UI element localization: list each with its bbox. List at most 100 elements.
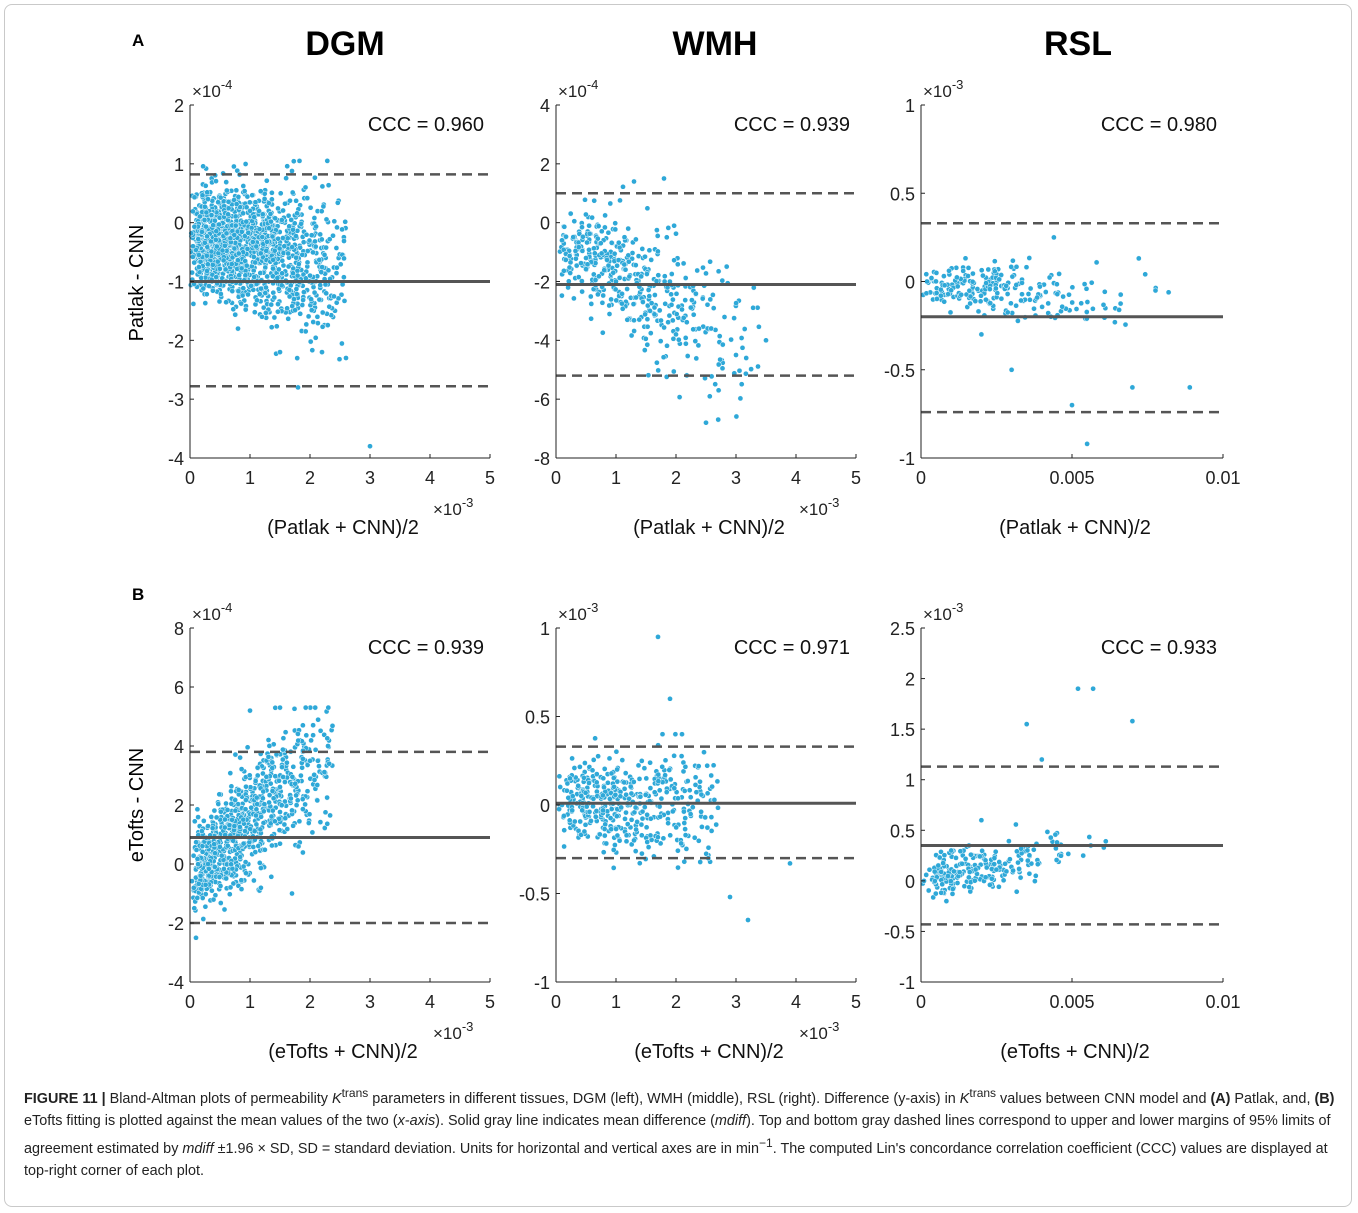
scatter-point (252, 778, 259, 784)
scatter-point (630, 301, 637, 307)
scatter-point (285, 315, 292, 322)
scatter-point (621, 261, 628, 268)
y-tick-label: -4 (168, 449, 184, 469)
scatter-point (699, 295, 706, 302)
scatter-point (954, 880, 961, 886)
scatter-point (607, 815, 614, 821)
y-axis-exponent: ×10-3 (558, 600, 598, 624)
scatter-point (191, 259, 198, 266)
scatter-point (626, 273, 633, 280)
scatter-point (622, 266, 629, 273)
scatter-point (625, 258, 632, 265)
scatter-point (270, 265, 276, 272)
scatter-point (319, 349, 325, 355)
scatter-point (673, 230, 679, 237)
scatter-point (233, 201, 240, 207)
scatter-point (733, 300, 739, 306)
scatter-point (705, 844, 712, 851)
scatter-point (638, 758, 645, 764)
scatter-point (221, 866, 227, 872)
scatter-point (278, 802, 285, 809)
scatter-point (317, 282, 324, 288)
scatter-point (614, 832, 621, 839)
scatter-point (242, 233, 248, 239)
scatter-point (275, 308, 281, 315)
scatter-point (713, 821, 720, 828)
scatter-point (271, 247, 278, 254)
scatter-point (238, 877, 245, 884)
scatter-point (259, 234, 266, 240)
scatter-point (996, 276, 1003, 283)
scatter-point (642, 335, 649, 342)
scatter-point (682, 763, 689, 770)
scatter-point (630, 779, 637, 785)
scatter-point (567, 210, 574, 217)
plot-a-dgm: -4 -3 -2 -1 0 1 2 0 1 2 3 4 5 ×10-4 ×10-3 CCC = 0.960 (P… (168, 77, 495, 539)
scatter-point (755, 363, 761, 370)
scatter-point (731, 315, 737, 321)
scatter-point (289, 244, 295, 250)
caption-text: ). Solid gray line indicates mean differ… (435, 1112, 715, 1129)
scatter-point (709, 783, 715, 790)
scatter-point (665, 225, 672, 231)
x-tick-label: 4 (425, 992, 435, 1012)
scatter-point (302, 801, 308, 808)
scatter-point (659, 763, 666, 770)
scatter-point (664, 342, 670, 349)
scatter-point (291, 220, 298, 227)
scatter-point (191, 223, 198, 230)
scatter-point (264, 238, 270, 245)
scatter-point (1066, 291, 1072, 298)
scatter-point (199, 229, 205, 235)
scatter-point (308, 307, 315, 313)
scatter-point (624, 821, 631, 827)
scatter-point (303, 231, 310, 238)
scatter-point (738, 381, 745, 388)
scatter-point (1004, 291, 1011, 297)
scatter-point (1002, 860, 1008, 867)
scatter-point (965, 265, 972, 271)
scatter-point (982, 874, 989, 881)
scatter-point (566, 253, 573, 259)
scatter-point (202, 182, 209, 189)
scatter-point (579, 807, 586, 814)
scatter-point (199, 849, 206, 855)
scatter-point (738, 335, 745, 341)
scatter-point (655, 634, 661, 640)
scatter-point (304, 788, 311, 795)
scatter-point (591, 250, 598, 257)
scatter-point (562, 257, 569, 263)
scatter-point (267, 211, 274, 217)
scatter-point (1084, 299, 1091, 305)
scatter-point (326, 760, 333, 767)
scatter-point (309, 347, 316, 354)
scatter-point (690, 311, 697, 318)
scatter-point (1129, 384, 1136, 391)
scatter-point (193, 934, 199, 941)
scatter-point (308, 737, 314, 744)
scatter-point (662, 772, 668, 779)
scatter-point (293, 233, 299, 239)
scatter-point (681, 820, 688, 826)
scatter-point (603, 840, 610, 847)
scatter-point (665, 319, 671, 326)
scatter-point (1122, 321, 1129, 328)
scatter-point (1027, 296, 1033, 303)
scatter-point (266, 225, 272, 232)
scatter-point (644, 205, 651, 212)
scatter-point (994, 290, 1001, 296)
plot-a-rsl: -1 -0.5 0 0.5 1 0 0.005 0.01 ×10-3 CCC = 0.980 (Pa… (884, 77, 1241, 539)
scatter-point (693, 355, 700, 362)
caption-text: parameters in different tissues, DGM (le… (368, 1090, 960, 1107)
scatter-point (631, 317, 637, 324)
scatter-point (583, 255, 589, 261)
scatter-point (715, 804, 721, 811)
scatter-point (1031, 305, 1037, 312)
scatter-point (238, 265, 245, 272)
scatter-point (276, 827, 283, 833)
scatter-point (600, 775, 607, 782)
scatter-point (211, 841, 218, 848)
scatter-point (300, 722, 306, 729)
y-axis-exponent: ×10-3 (923, 600, 963, 624)
scatter-point (290, 270, 296, 277)
